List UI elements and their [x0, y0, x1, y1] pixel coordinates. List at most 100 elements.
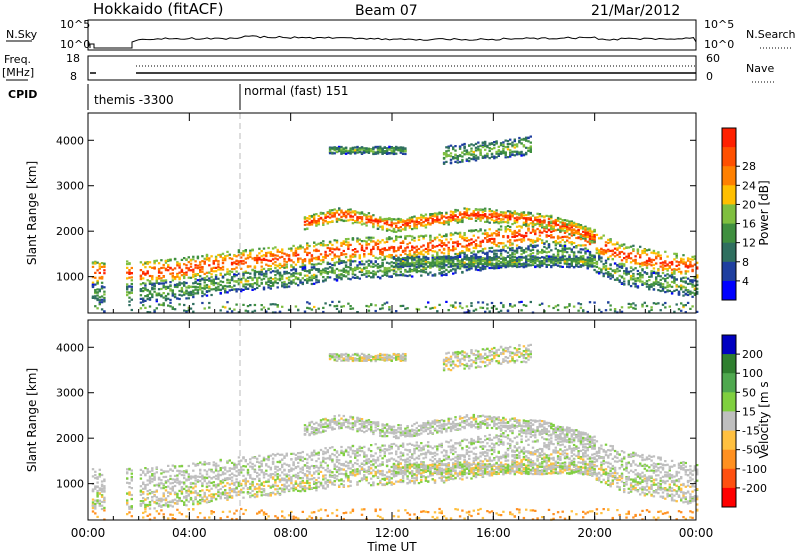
echo-cell: [515, 143, 519, 146]
echo-cell: [262, 247, 266, 250]
echo-cell: [525, 247, 528, 250]
echo-cell: [242, 262, 245, 265]
echo-cell: [470, 256, 473, 260]
echo-cell: [185, 286, 188, 289]
echo-cell: [509, 263, 512, 266]
echo-cell: [424, 260, 428, 263]
echo-cell: [552, 227, 555, 230]
echo-cell: [283, 263, 286, 266]
echo-cell: [347, 259, 350, 262]
echo-cell: [267, 259, 270, 262]
echo-cell: [598, 258, 601, 261]
echo-cell: [442, 266, 446, 270]
echo-cell: [682, 276, 685, 279]
echo-cell: [442, 215, 446, 218]
echo-cell: [490, 214, 494, 217]
echo-cell: [372, 226, 375, 229]
echo-cell: [618, 280, 621, 283]
echo-cell: [230, 288, 234, 291]
echo-cell: [401, 273, 405, 276]
echo-cell: [385, 147, 389, 150]
echo-cell: [237, 279, 241, 282]
echo-cell: [488, 221, 491, 224]
echo-cell: [463, 261, 466, 264]
echo-cell: [281, 284, 284, 287]
echo-cell: [554, 256, 557, 259]
echo-cell: [333, 248, 336, 251]
echo-cell: [365, 267, 368, 270]
echo-cell: [442, 252, 446, 255]
echo-cell: [365, 215, 368, 219]
echo-cell: [433, 262, 437, 265]
echo-cell: [315, 248, 318, 251]
echo-cell: [454, 231, 457, 235]
echo-cell: [262, 257, 266, 260]
echo-cell: [326, 262, 329, 266]
echo-cell: [372, 273, 375, 276]
echo-cell: [392, 268, 396, 271]
echo-cell: [554, 255, 557, 258]
echo-cell: [577, 309, 580, 312]
echo-cell: [390, 275, 393, 278]
echo-cell: [397, 221, 400, 224]
echo-cell: [442, 270, 446, 273]
echo-cell: [303, 228, 307, 231]
echo-cell: [632, 307, 635, 310]
echo-cell: [381, 258, 384, 262]
echo-cell: [144, 299, 147, 302]
echo-cell: [308, 221, 311, 225]
echo-cell: [381, 274, 384, 277]
echo-cell: [417, 259, 421, 263]
echo-cell: [180, 274, 184, 277]
echo-cell: [180, 268, 184, 271]
echo-cell: [281, 252, 284, 255]
echo-cell: [458, 252, 462, 255]
echo-cell: [463, 251, 466, 254]
echo-cell: [643, 301, 646, 304]
echo-cell: [294, 268, 298, 271]
echo-cell: [504, 228, 507, 231]
echo-cell: [440, 242, 443, 245]
echo-cell: [269, 265, 272, 268]
echo-cell: [518, 233, 521, 236]
echo-cell: [468, 151, 471, 154]
echo-cell: [442, 261, 446, 264]
echo-cell: [420, 218, 423, 221]
echo-cell: [192, 289, 195, 292]
echo-cell: [381, 307, 384, 310]
echo-cell: [568, 303, 571, 306]
echo-cell: [623, 247, 626, 250]
echo-cell: [142, 299, 145, 302]
echo-cell: [349, 218, 352, 221]
echo-cell: [440, 265, 443, 268]
echo-cell: [563, 247, 567, 250]
echo-cell: [313, 219, 316, 222]
echo-cell: [472, 150, 475, 154]
echo-cell: [424, 247, 428, 251]
echo-cell: [515, 145, 519, 148]
echo-cell: [431, 306, 434, 310]
echo-cell: [440, 251, 443, 254]
echo-cell: [547, 243, 551, 247]
echo-cell: [326, 244, 329, 247]
echo-cell: [623, 257, 626, 260]
echo-cell: [620, 262, 624, 265]
echo-cell: [267, 307, 270, 310]
echo-cell: [584, 227, 587, 230]
echo-cell: [235, 260, 238, 263]
echo-cell: [427, 250, 430, 253]
echo-cell: [130, 285, 133, 288]
echo-cell: [404, 150, 407, 153]
echo-cell: [401, 264, 405, 267]
echo-cell: [189, 293, 193, 297]
beam-title: Beam 07: [355, 3, 418, 19]
echo-cell: [481, 155, 485, 158]
echo-cell: [240, 289, 243, 292]
echo-cell: [465, 158, 469, 161]
echo-cell: [349, 152, 352, 155]
echo-cell: [438, 249, 441, 252]
echo-cell: [506, 240, 510, 243]
echo-cell: [511, 150, 514, 153]
echo-cell: [545, 240, 548, 243]
echo-cell: [374, 146, 377, 149]
